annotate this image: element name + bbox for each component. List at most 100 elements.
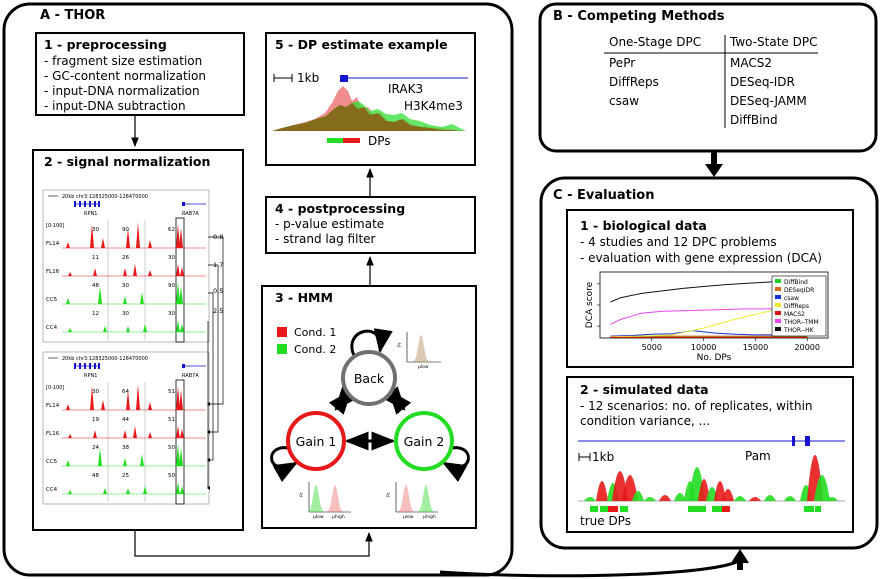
method-one-stage: PePr [609, 56, 635, 70]
peak-value: 30 [122, 283, 129, 289]
panel-c-title: C - Evaluation [553, 188, 654, 203]
coverage-peak [180, 429, 184, 438]
flow-arrow [134, 530, 373, 557]
biological-data-item: - evaluation with gene expression (DCA) [580, 251, 822, 265]
method-two-state: DiffBind [730, 113, 778, 127]
panel-b: B - Competing Methods One-Stage DPC Two-… [538, 2, 878, 153]
genome-browser-normalized: 20kb chr3:128325000-128470000 RPN1 RAB7A [0… [42, 351, 210, 505]
arrow-b-to-c [705, 151, 723, 177]
coverage-peak [93, 430, 97, 438]
axis-label: Pr [386, 492, 392, 497]
coverage-peak [714, 481, 726, 501]
distribution-curve [397, 484, 415, 513]
track-label: FL14 [46, 403, 60, 409]
coverage-tracks [272, 86, 466, 131]
peak-value: 64 [122, 389, 129, 395]
exon [98, 201, 100, 207]
axis-tick-label: μlow [418, 364, 429, 370]
legend-swatch [775, 311, 781, 315]
true-dp-region [590, 506, 598, 512]
coverage-peak [133, 426, 137, 438]
coverage-peak [632, 491, 644, 501]
state-back [341, 350, 397, 406]
legend-entry: DESeqIDR [784, 287, 814, 294]
coverage-peak [90, 224, 94, 248]
region-highlight [175, 217, 185, 343]
peak-value: 30 [168, 255, 175, 261]
series-line [610, 330, 808, 337]
exon [89, 201, 91, 207]
coverage-peak [722, 489, 734, 501]
coverage-peak [148, 432, 152, 438]
exon [79, 363, 81, 369]
true-dp-region [700, 506, 706, 512]
coverage-peak [98, 286, 102, 304]
normalization-factors: 0.8 1.7 0.5 2.5 [207, 233, 224, 490]
simulated-data-item: condition variance, ... [580, 414, 710, 428]
column-header-one-stage: One-Stage DPC [609, 35, 701, 49]
coverage-peak [176, 426, 180, 438]
track-label: CC5 [46, 459, 58, 465]
coverage-peak [136, 222, 140, 248]
coverage-peak [101, 238, 105, 248]
legend-cond1: Cond. 1 [294, 326, 336, 339]
biological-data-item: - 4 studies and 12 DPC problems [580, 235, 777, 249]
method-two-state: MACS2 [730, 56, 772, 70]
axis-tick-label: μhigh [332, 514, 345, 520]
track-label: CC4 [46, 325, 58, 331]
coverage-peak [90, 386, 94, 410]
peak-value: 26 [122, 255, 129, 261]
coverage-peak [826, 497, 838, 501]
coverage-peak [179, 286, 183, 304]
coverage-peak [734, 496, 746, 501]
postprocessing-item: - p-value estimate [275, 217, 384, 231]
factor-arrowhead [207, 486, 210, 490]
coverage-peak [176, 482, 180, 494]
scale-bar-1kb: 1kb [578, 450, 614, 464]
dps-label: DPs [368, 134, 391, 148]
coverage-peak [644, 497, 656, 501]
legend-entry: DiffBind [784, 279, 808, 286]
peak-value: 30 [92, 227, 99, 233]
signal-normalization-title: 2 - signal normalization [44, 154, 210, 169]
x-tick-label: 5000 [642, 343, 662, 352]
postprocessing-item: - strand lag filter [275, 232, 376, 246]
legend-swatch [775, 303, 781, 307]
simulated-coverage-tracks [578, 455, 845, 502]
histone-mark-label: H3K4me3 [404, 99, 463, 113]
coverage-peak [698, 479, 710, 501]
coverage-peak [140, 454, 144, 466]
axis-tick-label: μlow [403, 514, 414, 520]
exon [182, 202, 185, 206]
state-gain2-label: Gain 2 [404, 434, 445, 449]
preprocessing-item: - fragment size estimation [44, 54, 202, 68]
peak-value: 19 [92, 417, 99, 423]
x-tick-label: 10000 [691, 343, 716, 352]
exon [74, 201, 76, 207]
column-header-two-state: Two-State DPC [729, 35, 818, 49]
overlap-coverage [272, 103, 466, 131]
peak-value: 38 [122, 445, 129, 451]
emission-back: Pr μlow [397, 332, 441, 370]
coverage-peak [148, 402, 152, 410]
peak-value: 51 [168, 389, 175, 395]
coverage-peak [126, 326, 130, 332]
self-loop-gain2 [441, 446, 470, 482]
coverage-peak [622, 475, 638, 501]
true-dp-calls [590, 506, 821, 512]
coverage-peak [176, 224, 180, 248]
normalization-factor: 2.5 [213, 307, 223, 315]
state-back-label: Back [354, 371, 385, 386]
factor-arrowhead [207, 430, 210, 434]
distribution-curve [417, 484, 435, 513]
scale-label: 1kb [592, 450, 614, 464]
self-loop-gain1 [270, 446, 299, 482]
track-label: CC5 [46, 297, 58, 303]
coverage-peak [133, 264, 137, 276]
true-dp-region [688, 506, 700, 512]
coverage-peak [98, 448, 102, 466]
irak3-gene-track [340, 75, 468, 82]
normalization-factor: 0.5 [213, 287, 223, 295]
legend-swatch [775, 279, 781, 283]
